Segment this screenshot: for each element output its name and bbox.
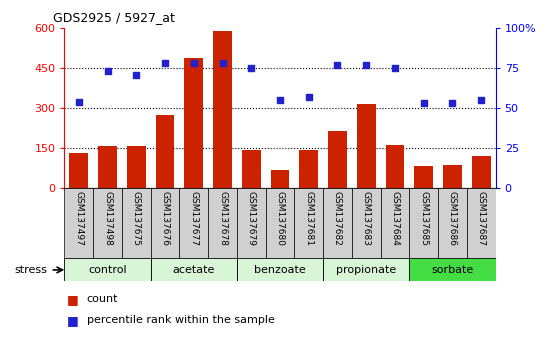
Bar bbox=[386, 145, 404, 188]
Bar bbox=[409, 188, 438, 258]
Point bbox=[189, 61, 198, 66]
Bar bbox=[357, 104, 376, 188]
Bar bbox=[467, 188, 496, 258]
Bar bbox=[93, 188, 122, 258]
Bar bbox=[381, 188, 409, 258]
Bar bbox=[64, 188, 93, 258]
Text: GSM137686: GSM137686 bbox=[448, 191, 457, 246]
Bar bbox=[213, 31, 232, 188]
Point bbox=[247, 65, 256, 71]
Text: GSM137685: GSM137685 bbox=[419, 191, 428, 246]
Bar bbox=[237, 188, 265, 258]
Point bbox=[304, 94, 313, 100]
Bar bbox=[414, 166, 433, 188]
Text: control: control bbox=[88, 265, 127, 275]
Point bbox=[74, 99, 83, 104]
Point bbox=[276, 97, 284, 103]
Point bbox=[448, 101, 457, 106]
Bar bbox=[295, 188, 323, 258]
Point bbox=[390, 65, 399, 71]
Bar bbox=[127, 147, 146, 188]
Text: GSM137498: GSM137498 bbox=[103, 191, 112, 246]
Point bbox=[161, 61, 170, 66]
Text: GSM137682: GSM137682 bbox=[333, 191, 342, 246]
Text: GSM137681: GSM137681 bbox=[304, 191, 313, 246]
Text: GSM137675: GSM137675 bbox=[132, 191, 141, 246]
Text: ■: ■ bbox=[67, 293, 79, 306]
Text: GSM137677: GSM137677 bbox=[189, 191, 198, 246]
Text: GSM137680: GSM137680 bbox=[276, 191, 284, 246]
Bar bbox=[242, 150, 260, 188]
Text: GSM137684: GSM137684 bbox=[390, 191, 399, 246]
Text: GDS2925 / 5927_at: GDS2925 / 5927_at bbox=[53, 11, 175, 24]
Text: GSM137678: GSM137678 bbox=[218, 191, 227, 246]
Bar bbox=[352, 188, 381, 258]
Text: stress: stress bbox=[15, 265, 48, 275]
Text: GSM137687: GSM137687 bbox=[477, 191, 486, 246]
Text: GSM137683: GSM137683 bbox=[362, 191, 371, 246]
Bar bbox=[156, 115, 174, 188]
Text: percentile rank within the sample: percentile rank within the sample bbox=[87, 315, 274, 325]
Bar bbox=[300, 150, 318, 188]
Text: ■: ■ bbox=[67, 314, 79, 327]
Point bbox=[333, 62, 342, 68]
Bar bbox=[151, 258, 237, 281]
Text: GSM137676: GSM137676 bbox=[161, 191, 170, 246]
Bar bbox=[438, 188, 467, 258]
Bar bbox=[409, 258, 496, 281]
Point bbox=[103, 69, 112, 74]
Text: GSM137679: GSM137679 bbox=[247, 191, 256, 246]
Text: benzoate: benzoate bbox=[254, 265, 306, 275]
Bar bbox=[443, 165, 462, 188]
Point bbox=[419, 101, 428, 106]
Bar bbox=[98, 147, 117, 188]
Bar bbox=[179, 188, 208, 258]
Text: count: count bbox=[87, 294, 118, 304]
Bar bbox=[472, 156, 491, 188]
Point bbox=[132, 72, 141, 78]
Bar bbox=[323, 188, 352, 258]
Text: propionate: propionate bbox=[336, 265, 396, 275]
Bar bbox=[64, 258, 151, 281]
Bar bbox=[151, 188, 179, 258]
Text: GSM137497: GSM137497 bbox=[74, 191, 83, 246]
Bar bbox=[323, 258, 409, 281]
Point bbox=[477, 97, 486, 103]
Bar bbox=[184, 58, 203, 188]
Text: sorbate: sorbate bbox=[431, 265, 474, 275]
Bar bbox=[328, 131, 347, 188]
Bar bbox=[122, 188, 151, 258]
Bar bbox=[69, 153, 88, 188]
Bar bbox=[270, 170, 290, 188]
Point bbox=[218, 61, 227, 66]
Bar bbox=[208, 188, 237, 258]
Bar bbox=[237, 258, 323, 281]
Bar bbox=[265, 188, 295, 258]
Text: acetate: acetate bbox=[172, 265, 215, 275]
Point bbox=[362, 62, 371, 68]
